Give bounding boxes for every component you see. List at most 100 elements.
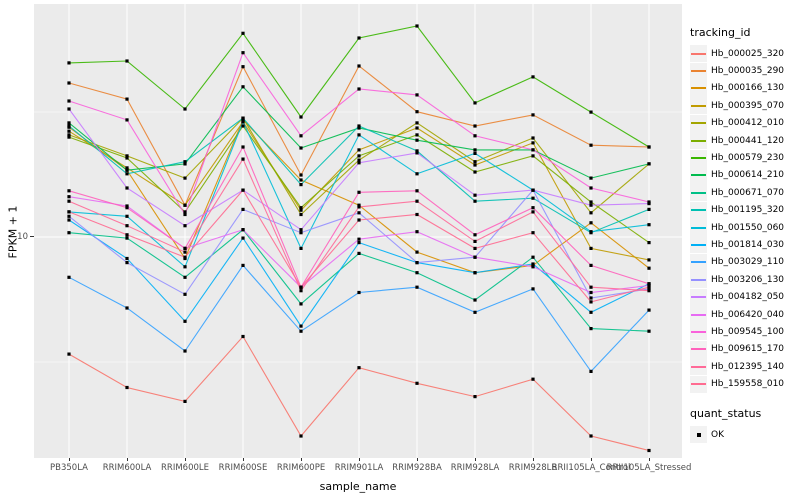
data-point <box>357 126 361 130</box>
data-point <box>241 124 245 128</box>
legend-line-icon <box>691 174 706 177</box>
data-point <box>415 172 419 176</box>
data-point <box>125 97 129 101</box>
data-point <box>183 246 187 250</box>
data-point <box>67 210 71 214</box>
legend-item-Hb_000025_320: Hb_000025_320 <box>690 45 800 63</box>
legend-line-icon <box>691 296 706 299</box>
legend-title-quant-status: quant_status <box>690 406 762 420</box>
data-point <box>183 292 187 296</box>
legend-item-Hb_000614_210: Hb_000614_210 <box>690 166 800 184</box>
x-tick-label: RRIM600SE <box>218 463 268 473</box>
legend-item-Hb_012395_140: Hb_012395_140 <box>690 358 800 376</box>
data-point <box>67 218 71 222</box>
data-point <box>531 188 535 192</box>
data-point <box>67 195 71 199</box>
data-point <box>357 203 361 207</box>
data-point <box>183 212 187 217</box>
legend-item-Hb_159558_010: Hb_159558_010 <box>690 375 800 393</box>
data-point <box>647 162 651 166</box>
x-tick-mark <box>591 458 592 461</box>
x-tick-mark <box>475 458 476 461</box>
data-point <box>183 265 187 269</box>
data-point <box>357 36 361 40</box>
data-point <box>589 143 593 147</box>
data-point <box>589 296 593 300</box>
data-point <box>357 148 361 152</box>
legend-key-swatch <box>690 166 707 184</box>
data-point <box>415 271 419 275</box>
data-point <box>357 218 361 222</box>
legend-item-label: Hb_000441_120 <box>711 135 785 146</box>
data-point <box>473 199 477 203</box>
data-point <box>357 366 361 370</box>
data-point <box>183 319 187 323</box>
legend-key-swatch <box>690 45 707 63</box>
data-point <box>531 377 535 381</box>
data-point <box>299 231 303 235</box>
data-point <box>647 308 651 312</box>
legend-item-label: Hb_003206_130 <box>711 274 785 285</box>
legend-item-label: Hb_009545_100 <box>711 326 785 337</box>
legend-key-swatch <box>690 358 707 376</box>
data-point <box>67 81 71 85</box>
x-tick-label: RRIM600LA <box>102 463 152 473</box>
data-point <box>125 204 129 208</box>
data-point <box>647 200 651 204</box>
data-point <box>589 230 593 234</box>
legend-line-icon <box>691 365 706 368</box>
data-point <box>241 228 245 232</box>
legend-key-swatch <box>690 323 707 341</box>
data-point <box>67 129 71 133</box>
data-point <box>647 329 651 333</box>
legend-item-label: Hb_001814_030 <box>711 239 785 250</box>
data-point <box>299 434 303 438</box>
quant-ok-key <box>690 426 707 443</box>
data-point <box>415 212 419 217</box>
x-tick-mark <box>69 458 70 461</box>
legend-line-icon <box>691 87 706 90</box>
data-point <box>589 300 593 304</box>
data-point <box>183 349 187 353</box>
legend: tracking_id Hb_000025_320 Hb_000035_290 Hb… <box>690 26 800 443</box>
legend-item-label: Hb_159558_010 <box>711 379 785 390</box>
legend-item-Hb_009615_170: Hb_009615_170 <box>690 340 800 358</box>
legend-item-Hb_000579_230: Hb_000579_230 <box>690 149 800 167</box>
legend-key-swatch <box>690 236 707 254</box>
data-point <box>125 224 129 228</box>
data-point <box>531 75 535 79</box>
legend-key-swatch <box>690 184 707 202</box>
data-point <box>589 176 593 180</box>
data-point <box>473 193 477 197</box>
legend-quant-status: quant_status OK <box>690 407 800 443</box>
data-point <box>647 448 651 453</box>
data-point <box>183 107 187 111</box>
data-point <box>183 210 187 214</box>
data-point <box>125 154 129 158</box>
data-point <box>589 285 593 289</box>
data-point <box>589 221 593 225</box>
data-point <box>67 61 71 65</box>
data-point <box>415 138 419 142</box>
data-point <box>241 263 245 267</box>
data-point <box>647 207 651 211</box>
legend-item-label: Hb_000614_210 <box>711 170 785 181</box>
legend-key-swatch <box>690 97 707 115</box>
data-point <box>67 189 71 193</box>
data-point <box>647 289 651 293</box>
legend-item-Hb_006420_040: Hb_006420_040 <box>690 306 800 324</box>
legend-item-label: Hb_000395_070 <box>711 100 785 111</box>
data-point <box>241 145 245 149</box>
data-point <box>415 126 419 130</box>
legend-items: Hb_000025_320 Hb_000035_290 Hb_000166_130 H… <box>690 45 800 393</box>
data-point <box>125 118 129 122</box>
data-point <box>415 261 419 265</box>
legend-item-label: Hb_001195_320 <box>711 205 785 216</box>
data-point <box>415 121 419 125</box>
legend-item-Hb_001550_060: Hb_001550_060 <box>690 219 800 237</box>
data-point <box>357 290 361 295</box>
data-point <box>125 214 129 218</box>
legend-line-icon <box>691 209 706 212</box>
data-point <box>473 395 477 399</box>
data-point <box>415 250 419 254</box>
